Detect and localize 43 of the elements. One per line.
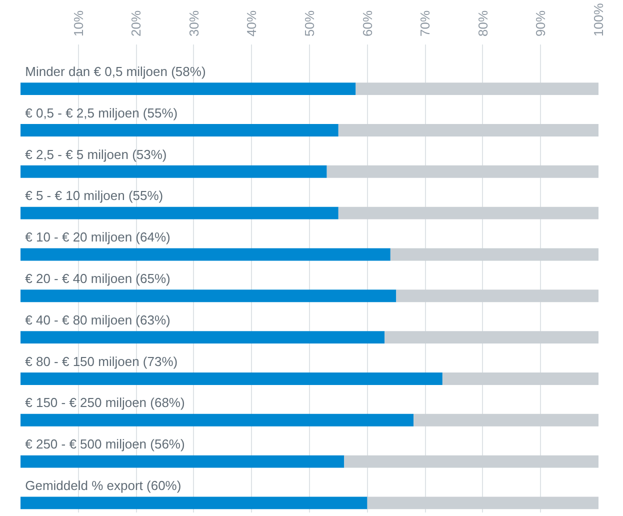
- y-tick-label: € 5 - € 10 miljoen (55%): [25, 188, 164, 204]
- x-tick-label: 30%: [186, 10, 202, 36]
- y-tick-label: Gemiddeld % export (60%): [25, 478, 182, 494]
- bar: [414, 414, 598, 426]
- bar: [20, 165, 327, 178]
- bar: [20, 414, 414, 426]
- y-tick-label: € 40 - € 80 miljoen (63%): [25, 312, 170, 328]
- bar: [338, 206, 598, 220]
- bar: [20, 290, 396, 302]
- x-tick-label: 50%: [302, 10, 317, 36]
- x-tick-label: 60%: [360, 10, 375, 36]
- y-tick-label: € 150 - € 250 miljoen (68%): [25, 395, 185, 410]
- bar: [20, 206, 338, 220]
- x-tick-label: 10%: [70, 10, 86, 36]
- bar: [442, 372, 598, 385]
- bar: [20, 496, 368, 510]
- x-tick-label: 20%: [128, 10, 144, 36]
- x-tick-label: 70%: [418, 10, 433, 36]
- bar: [326, 165, 598, 178]
- y-tick-label: € 80 - € 150 miljoen (73%): [25, 354, 178, 369]
- x-tick-label: 100%: [591, 2, 606, 36]
- y-tick-label: € 250 - € 500 miljoen (56%): [25, 436, 185, 452]
- bar: [20, 248, 390, 261]
- bar: [20, 331, 385, 344]
- bar: [20, 124, 338, 136]
- bar: [20, 82, 356, 96]
- y-tick-label: Minder dan € 0,5 miljoen (58%): [25, 64, 206, 79]
- y-tick-label: € 0,5 - € 2,5 miljoen (55%): [25, 105, 178, 120]
- bar: [356, 82, 598, 96]
- y-tick-label: € 10 - € 20 miljoen (64%): [25, 230, 170, 245]
- y-tick-label: € 2,5 - € 5 miljoen (53%): [25, 146, 167, 162]
- bar: [20, 455, 344, 468]
- bar: [367, 496, 598, 510]
- bar: [20, 372, 442, 385]
- x-tick-label: 80%: [475, 10, 490, 36]
- x-tick-label: 90%: [533, 10, 548, 36]
- x-tick-label: 40%: [244, 10, 260, 36]
- bar: [338, 124, 598, 136]
- bar: [390, 248, 598, 261]
- bar: [396, 290, 598, 302]
- bar: [344, 455, 598, 468]
- y-tick-label: € 20 - € 40 miljoen (65%): [25, 271, 170, 286]
- bar: [384, 331, 598, 344]
